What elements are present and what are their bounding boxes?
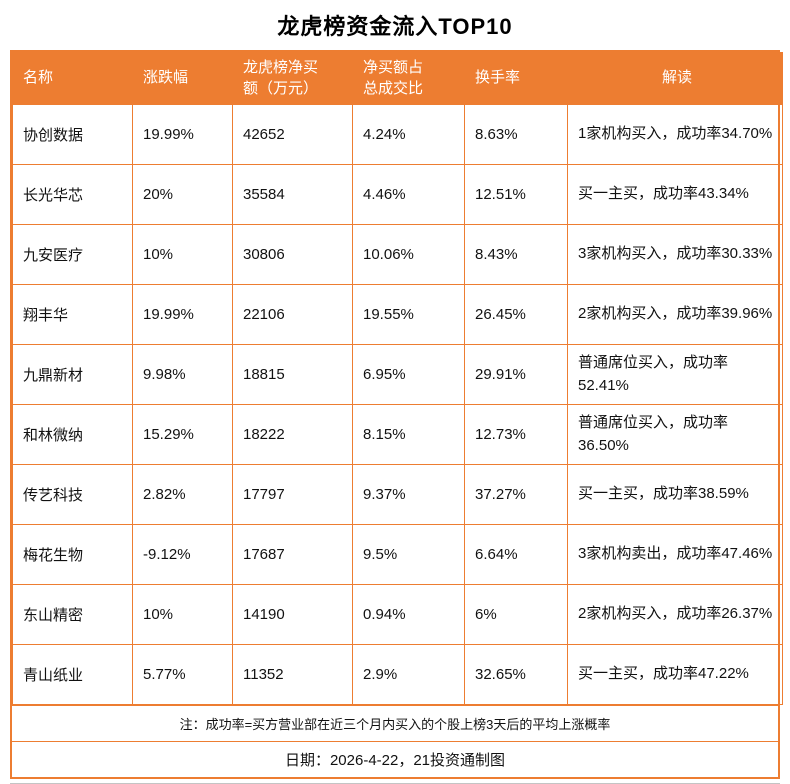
- table-frame: 名称 涨跌幅 龙虎榜净买 额（万元） 净买额占 总成交比 换手率 解读 协创数据 19.99…: [10, 50, 783, 779]
- table-cell: 买一主买，成功率43.34%: [567, 164, 783, 225]
- table-cell: 5.77%: [132, 644, 233, 705]
- table-cell: 普通席位买入，成功率36.50%: [567, 404, 783, 465]
- table-row: 青山纸业 5.77% 11352 2.9% 32.65% 买一主买，成功率47.22%: [12, 644, 783, 705]
- table-cell: 2.9%: [352, 644, 465, 705]
- table-cell: 8.63%: [464, 104, 568, 165]
- footnote: 注：成功率=买方营业部在近三个月内买入的个股上榜3天后的平均上涨概率: [12, 705, 778, 741]
- table-cell: 19.99%: [132, 104, 233, 165]
- table-cell: 10.06%: [352, 224, 465, 285]
- table-cell: 35584: [232, 164, 353, 225]
- header-cell: 净买额占 总成交比: [352, 52, 465, 105]
- table-row: 协创数据 19.99% 42652 4.24% 8.63% 1家机构买入，成功率34.70…: [12, 104, 783, 165]
- table-cell: 30806: [232, 224, 353, 285]
- table-cell: 4.46%: [352, 164, 465, 225]
- table-cell: 九鼎新材: [12, 344, 133, 405]
- header-cell: 名称: [12, 52, 133, 105]
- table-body: 协创数据 19.99% 42652 4.24% 8.63% 1家机构买入，成功率34.70…: [12, 104, 783, 705]
- table-cell: 11352: [232, 644, 353, 705]
- table-row: 和林微纳 15.29% 18222 8.15% 12.73% 普通席位买入，成功率36.5…: [12, 404, 783, 465]
- table-cell: 9.37%: [352, 464, 465, 525]
- table-cell: 9.5%: [352, 524, 465, 585]
- table-cell: 17687: [232, 524, 353, 585]
- table-cell: 18222: [232, 404, 353, 465]
- table-row: 东山精密 10% 14190 0.94% 6% 2家机构买入，成功率26.37%: [12, 584, 783, 645]
- table-cell: 10%: [132, 224, 233, 285]
- table-cell: 2.82%: [132, 464, 233, 525]
- table-cell: 0.94%: [352, 584, 465, 645]
- table-cell: 传艺科技: [12, 464, 133, 525]
- table-row: 梅花生物 -9.12% 17687 9.5% 6.64% 3家机构卖出，成功率47.46%: [12, 524, 783, 585]
- table-cell: 2家机构买入，成功率26.37%: [567, 584, 783, 645]
- table-cell: 6.64%: [464, 524, 568, 585]
- table-cell: 东山精密: [12, 584, 133, 645]
- table-cell: 买一主买，成功率38.59%: [567, 464, 783, 525]
- table-cell: 6.95%: [352, 344, 465, 405]
- table-cell: 3家机构卖出，成功率47.46%: [567, 524, 783, 585]
- table-cell: 8.43%: [464, 224, 568, 285]
- table-cell: 26.45%: [464, 284, 568, 345]
- table-cell: 20%: [132, 164, 233, 225]
- table-cell: 18815: [232, 344, 353, 405]
- table-cell: 6%: [464, 584, 568, 645]
- table-cell: 10%: [132, 584, 233, 645]
- table-cell: 22106: [232, 284, 353, 345]
- header-cell: 解读: [567, 52, 783, 105]
- table-cell: 1家机构买入，成功率34.70%: [567, 104, 783, 165]
- header-cell: 龙虎榜净买 额（万元）: [232, 52, 353, 105]
- table-cell: 29.91%: [464, 344, 568, 405]
- table-cell: 12.51%: [464, 164, 568, 225]
- table-cell: 协创数据: [12, 104, 133, 165]
- table-cell: 青山纸业: [12, 644, 133, 705]
- table-cell: 19.99%: [132, 284, 233, 345]
- table-cell: 3家机构买入，成功率30.33%: [567, 224, 783, 285]
- table-row: 九鼎新材 9.98% 18815 6.95% 29.91% 普通席位买入，成功率52.41…: [12, 344, 783, 405]
- table-cell: 和林微纳: [12, 404, 133, 465]
- table-cell: 32.65%: [464, 644, 568, 705]
- header-cell: 涨跌幅: [132, 52, 233, 105]
- table-cell: 九安医疗: [12, 224, 133, 285]
- table-cell: 15.29%: [132, 404, 233, 465]
- table-row: 传艺科技 2.82% 17797 9.37% 37.27% 买一主买，成功率38.59%: [12, 464, 783, 525]
- header-cell: 换手率: [464, 52, 568, 105]
- table-row: 翔丰华 19.99% 22106 19.55% 26.45% 2家机构买入，成功率39.9…: [12, 284, 783, 345]
- table-cell: 37.27%: [464, 464, 568, 525]
- top10-table: 名称 涨跌幅 龙虎榜净买 额（万元） 净买额占 总成交比 换手率 解读 协创数据 19.99…: [12, 52, 783, 705]
- table-cell: 19.55%: [352, 284, 465, 345]
- table-cell: 梅花生物: [12, 524, 133, 585]
- table-cell: 8.15%: [352, 404, 465, 465]
- table-cell: -9.12%: [132, 524, 233, 585]
- table-cell: 9.98%: [132, 344, 233, 405]
- table-cell: 2家机构买入，成功率39.96%: [567, 284, 783, 345]
- table-cell: 14190: [232, 584, 353, 645]
- table-cell: 长光华芯: [12, 164, 133, 225]
- table-cell: 12.73%: [464, 404, 568, 465]
- table-row: 九安医疗 10% 30806 10.06% 8.43% 3家机构买入，成功率30.33%: [12, 224, 783, 285]
- table-cell: 42652: [232, 104, 353, 165]
- table-cell: 4.24%: [352, 104, 465, 165]
- table-header-row: 名称 涨跌幅 龙虎榜净买 额（万元） 净买额占 总成交比 换手率 解读: [12, 52, 783, 105]
- table-cell: 普通席位买入，成功率52.41%: [567, 344, 783, 405]
- date-caption: 日期：2026-4-22，21投资通制图: [12, 741, 778, 777]
- table-cell: 翔丰华: [12, 284, 133, 345]
- table-cell: 买一主买，成功率47.22%: [567, 644, 783, 705]
- table-cell: 17797: [232, 464, 353, 525]
- table-row: 长光华芯 20% 35584 4.46% 12.51% 买一主买，成功率43.34%: [12, 164, 783, 225]
- infographic-page: 龙虎榜资金流入TOP10 名称 涨跌幅 龙虎榜净买 额（万元） 净买额占 总成交比 换手…: [10, 9, 783, 784]
- page-title: 龙虎榜资金流入TOP10: [277, 14, 513, 39]
